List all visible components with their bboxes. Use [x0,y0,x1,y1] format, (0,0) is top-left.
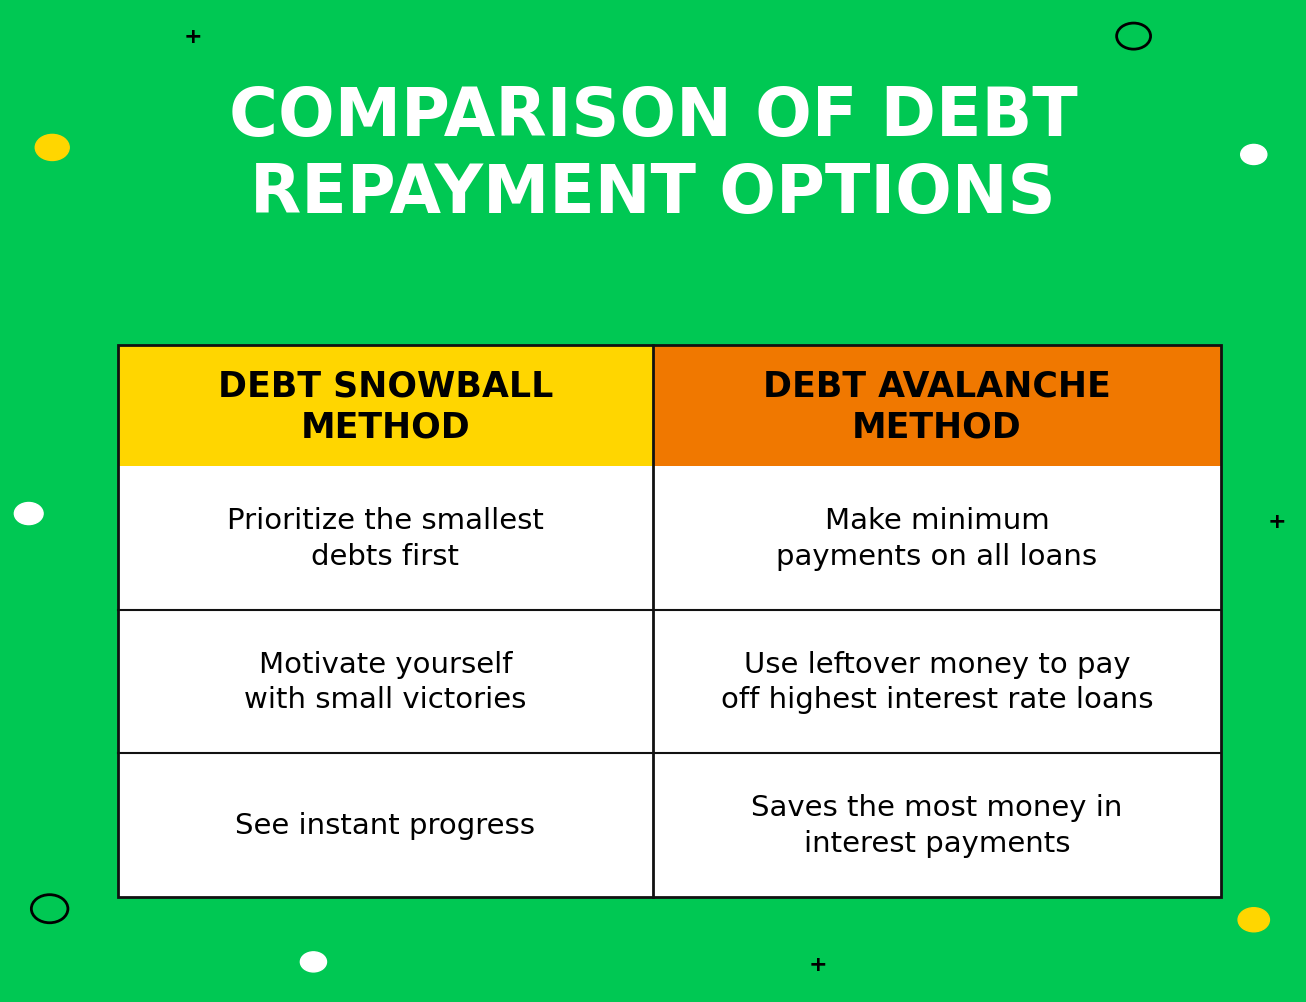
Text: +: + [1268,511,1286,531]
Text: Prioritize the smallest
debts first: Prioritize the smallest debts first [227,507,543,570]
Text: Make minimum
payments on all loans: Make minimum payments on all loans [777,507,1097,570]
Circle shape [35,135,69,161]
Bar [118,346,653,467]
Text: +: + [184,27,202,47]
Text: +: + [808,954,827,974]
Bar [118,346,1221,897]
Bar [653,346,1221,467]
Text: See instant progress: See instant progress [235,812,535,839]
Text: Use leftover money to pay
off highest interest rate loans: Use leftover money to pay off highest in… [721,650,1153,713]
Text: COMPARISON OF DEBT
REPAYMENT OPTIONS: COMPARISON OF DEBT REPAYMENT OPTIONS [229,84,1077,226]
Bar [118,346,1221,897]
Circle shape [300,952,326,972]
Text: DEBT SNOWBALL
METHOD: DEBT SNOWBALL METHOD [218,369,552,444]
Text: DEBT AVALANCHE
METHOD: DEBT AVALANCHE METHOD [763,369,1111,444]
Text: Motivate yourself
with small victories: Motivate yourself with small victories [244,650,526,713]
Circle shape [1238,908,1269,932]
Text: Saves the most money in
interest payments: Saves the most money in interest payment… [751,794,1123,857]
Circle shape [14,503,43,525]
Circle shape [1241,145,1267,165]
